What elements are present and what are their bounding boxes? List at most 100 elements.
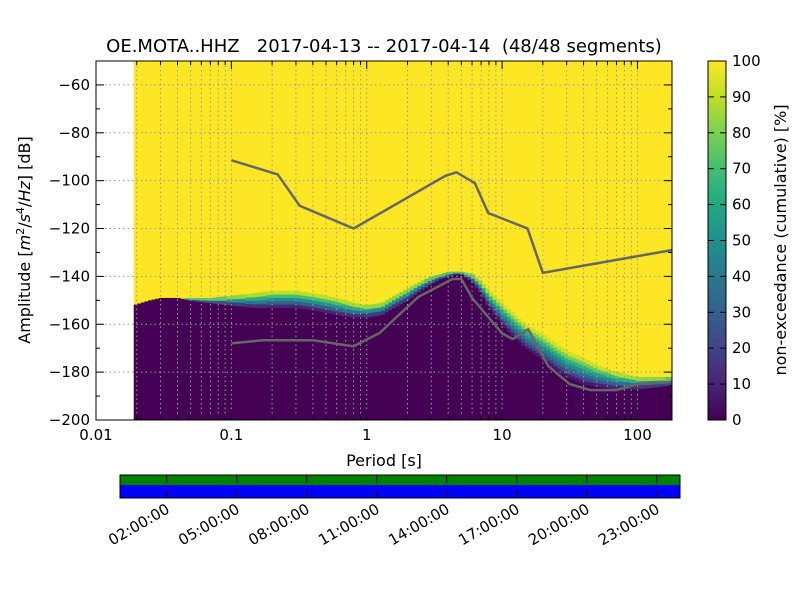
heatmap-cell (610, 381, 616, 386)
heatmap-cell (374, 303, 379, 309)
heatmap-cell (309, 306, 314, 311)
heatmap-cell (481, 284, 487, 289)
heatmap-cell (503, 305, 508, 310)
heatmap-cell (305, 302, 311, 307)
heatmap-cell (169, 297, 174, 420)
chart-title: OE.MOTA..HHZ 2017-04-13 -- 2017-04-14 (4… (106, 36, 662, 57)
heatmap-cell (209, 297, 214, 301)
heatmap-cell (639, 388, 644, 420)
heatmap-cell (578, 360, 583, 365)
heatmap-cell (219, 296, 225, 301)
heatmap-cell (567, 370, 573, 375)
heatmap-cell (366, 312, 372, 318)
nhnm-line (231, 159, 672, 275)
heatmap-cell (388, 309, 393, 420)
heatmap-cell (643, 376, 648, 382)
heatmap-cell (524, 331, 530, 336)
heatmap-cell (553, 365, 558, 370)
heatmap-cell (402, 289, 408, 295)
heatmap-cell (201, 297, 207, 301)
heatmap-cell (460, 274, 465, 420)
heatmap-cell (338, 308, 343, 313)
heatmap-cell (395, 305, 400, 420)
x-tick-label: 0.1 (219, 426, 243, 444)
heatmap-cell (305, 299, 311, 303)
heatmap-cell (338, 311, 343, 316)
heatmap-cell (453, 274, 458, 420)
heatmap-cell (284, 304, 289, 309)
heatmap-cell (349, 313, 354, 318)
heatmap-cell (309, 302, 314, 307)
heatmap-cell (521, 335, 526, 340)
heatmap-cell (614, 372, 619, 376)
timeline-tick-label: 17:00:00 (455, 500, 522, 549)
y-tick-label: −140 (49, 267, 90, 285)
heatmap-cell (298, 291, 303, 296)
heatmap-cell (438, 276, 443, 280)
heatmap-cell (510, 335, 515, 420)
heatmap-cell (438, 273, 443, 277)
heatmap-cell (471, 278, 476, 283)
heatmap-cell (345, 300, 350, 306)
heatmap-cell (366, 304, 372, 310)
x-tick-label: 0.01 (79, 426, 112, 444)
heatmap-cell (564, 350, 569, 355)
heatmap-cell (546, 360, 551, 365)
timeline-tick-label: 11:00:00 (315, 500, 382, 549)
heatmap-cell (532, 328, 537, 333)
heatmap-cell (557, 356, 562, 361)
heatmap-cell (539, 340, 544, 345)
heatmap-cell (510, 318, 515, 323)
heatmap-cell (610, 370, 616, 375)
x-tick-label: 10 (493, 426, 512, 444)
heatmap-cell (155, 298, 160, 420)
heatmap-cell (334, 301, 339, 306)
heatmap-cell (463, 272, 469, 276)
heatmap-cell (241, 306, 246, 420)
heatmap-cell (352, 306, 357, 311)
heatmap-cell (549, 347, 555, 353)
heatmap-cell (424, 278, 429, 284)
heatmap-cell (399, 303, 404, 420)
heatmap-cell (288, 300, 293, 305)
heatmap-cell (227, 301, 232, 306)
x-ticks: 0.01 0.1 1 10 100 (79, 61, 652, 444)
heatmap-cell (205, 302, 210, 420)
heatmap-cell (302, 298, 307, 303)
heatmap-cell (571, 375, 576, 381)
heatmap-cell (564, 357, 569, 363)
heatmap-cell (646, 387, 652, 420)
heatmap-cell (510, 315, 515, 320)
heatmap-cell (273, 300, 278, 305)
heatmap-cell (424, 282, 429, 288)
heatmap-cell (506, 331, 512, 420)
heatmap-cell (237, 294, 242, 299)
heatmap-cell (607, 373, 612, 378)
heatmap-cell (549, 351, 555, 356)
heatmap-cell (553, 346, 558, 352)
heatmap-cell (323, 308, 329, 313)
heatmap-cell (417, 285, 422, 290)
heatmap-cell (496, 298, 501, 303)
heatmap-cell (363, 308, 368, 314)
heatmap-cell (327, 313, 332, 420)
heatmap-cell (431, 282, 436, 420)
heatmap-cell (395, 297, 400, 303)
heatmap-cell (460, 273, 465, 276)
heatmap-cell (567, 351, 573, 357)
heatmap-cell (621, 377, 626, 382)
heatmap-cell (320, 311, 325, 420)
heatmap-cell (305, 305, 311, 310)
heatmap-cell (255, 292, 260, 297)
heatmap-cell (453, 272, 458, 275)
heatmap-cell (209, 302, 214, 420)
y-tick-label: −60 (58, 76, 90, 94)
y-axis-label: Amplitude [m2/s4/Hz] [dB] (14, 136, 34, 343)
heatmap-cell (266, 304, 271, 309)
heatmap-cell (549, 359, 555, 364)
heatmap-cell (496, 302, 501, 307)
heatmap-cell (607, 388, 612, 420)
heatmap-cell (557, 349, 562, 354)
heatmap-cell (542, 346, 548, 351)
heatmap-cell (478, 287, 483, 293)
